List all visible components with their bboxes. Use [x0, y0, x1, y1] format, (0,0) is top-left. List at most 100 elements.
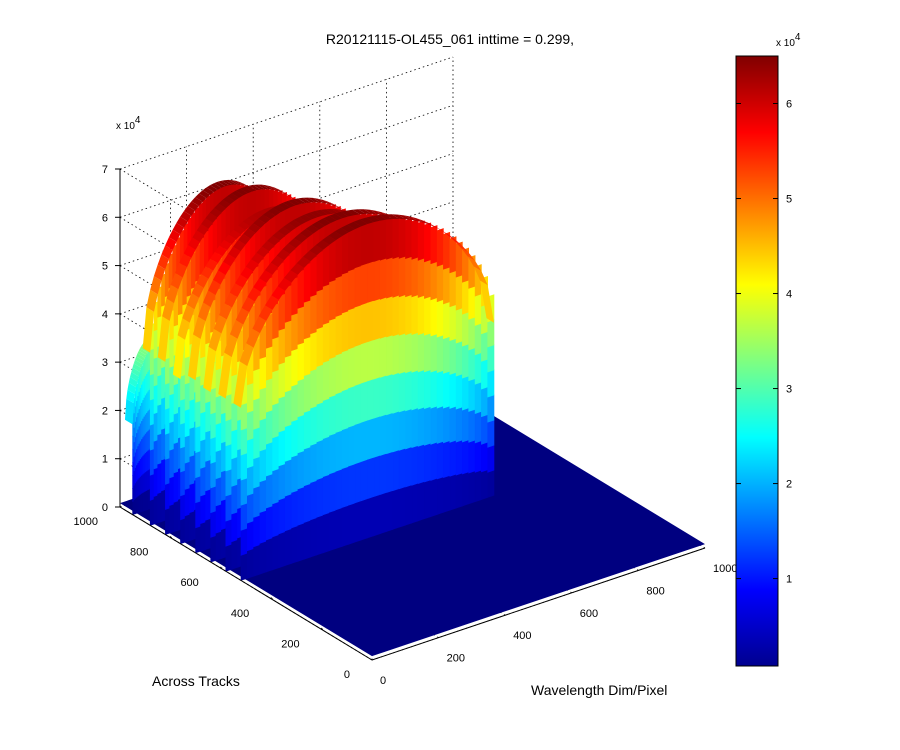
surface-patch — [205, 518, 211, 550]
surface-patch — [253, 544, 261, 577]
surface-patch — [386, 373, 394, 416]
surface-cap — [210, 251, 223, 264]
surface-patch — [272, 501, 280, 538]
surface-patch — [231, 401, 238, 432]
surface-patch — [386, 256, 394, 299]
wavelength-tick-label: 600 — [580, 608, 598, 620]
surface-cap — [229, 283, 243, 298]
surface-cap — [206, 185, 218, 192]
surface-patch — [360, 302, 368, 345]
surface-patch — [474, 381, 482, 415]
surface-cap — [404, 215, 419, 222]
surface-patch — [379, 335, 387, 378]
surface-cap — [202, 187, 214, 195]
surface-cap — [196, 224, 209, 235]
surface-patch — [284, 354, 292, 393]
surface-patch — [297, 522, 305, 562]
surface-patch — [253, 485, 261, 518]
surface-patch — [284, 424, 292, 462]
surface-patch — [225, 393, 232, 422]
surface-patch — [386, 217, 394, 260]
surface-cap — [179, 253, 192, 268]
surface-patch — [297, 378, 305, 418]
surface-cap — [309, 211, 323, 218]
surface-cap — [126, 389, 136, 404]
surface-patch — [157, 374, 162, 406]
surface-patch — [225, 418, 232, 447]
surface-cap — [243, 228, 256, 239]
surface-patch — [436, 334, 444, 374]
z-tick-label: 4 — [102, 309, 108, 321]
across-tick-label: 800 — [130, 547, 148, 559]
surface-patch — [200, 466, 206, 497]
surface-cap — [186, 293, 200, 310]
surface-cap — [263, 211, 276, 220]
surface-patch — [430, 477, 438, 518]
surface-cap — [219, 303, 232, 320]
surface-cap — [231, 190, 244, 198]
surface-patch — [462, 375, 470, 411]
surface-patch — [278, 531, 286, 569]
surface-cap — [191, 197, 203, 206]
surface-patch — [310, 405, 318, 446]
surface-patch — [173, 500, 179, 533]
surface-patch — [411, 369, 419, 411]
surface-patch — [487, 419, 495, 448]
surface-cap — [229, 319, 244, 339]
surface-patch — [165, 407, 170, 435]
surface-patch — [392, 372, 400, 414]
surface-patch — [253, 456, 261, 489]
surface-patch — [316, 439, 324, 481]
surface-cap — [273, 205, 286, 213]
surface-patch — [405, 332, 413, 374]
surface-cap — [391, 214, 406, 220]
surface-patch — [247, 437, 254, 469]
surface-cap — [182, 304, 195, 323]
z-tick-label: 3 — [102, 357, 108, 369]
surface-cap — [188, 237, 200, 250]
surface-patch — [272, 369, 280, 406]
z-tick-label: 1 — [102, 454, 108, 466]
surface-patch — [424, 406, 432, 446]
surface-cap — [283, 191, 296, 200]
surface-patch — [231, 539, 238, 570]
across-tick-label: 0 — [344, 669, 350, 681]
surface-patch — [417, 443, 425, 485]
surface-patch — [373, 298, 381, 341]
surface-cap — [296, 256, 311, 268]
surface-cap — [283, 223, 296, 232]
surface-cap — [180, 211, 192, 222]
surface-cap — [136, 353, 146, 361]
surface-cap — [177, 318, 190, 340]
surface-cap — [238, 221, 251, 230]
colorbar-tick-label: 3 — [786, 384, 792, 396]
surface-patch — [215, 530, 222, 561]
surface-cap — [140, 346, 149, 353]
surface-patch — [149, 348, 155, 376]
surface-cap — [461, 248, 476, 261]
surface-cap — [221, 180, 233, 186]
surface-patch — [165, 357, 170, 385]
surface-patch — [240, 502, 248, 531]
surface-patch — [398, 447, 406, 490]
surface-patch — [272, 534, 280, 571]
surface-patch — [291, 525, 299, 564]
surface-patch — [424, 222, 432, 263]
surface-patch — [392, 410, 400, 453]
surface-patch — [199, 237, 205, 276]
surface-patch — [462, 311, 470, 347]
surface-cap — [340, 210, 354, 217]
surface-patch — [316, 514, 324, 556]
surface-cap — [219, 239, 232, 251]
surface-patch — [443, 266, 451, 305]
surface-patch — [430, 261, 438, 301]
surface-patch — [215, 476, 222, 507]
surface-patch — [272, 303, 280, 340]
surface-patch — [253, 367, 261, 401]
surface-cap — [127, 382, 137, 395]
wavelength-axis-label: Wavelength Dim/Pixel — [531, 682, 667, 698]
surface-cap — [271, 286, 286, 300]
surface-cap — [131, 367, 141, 377]
surface-cap — [270, 255, 285, 268]
